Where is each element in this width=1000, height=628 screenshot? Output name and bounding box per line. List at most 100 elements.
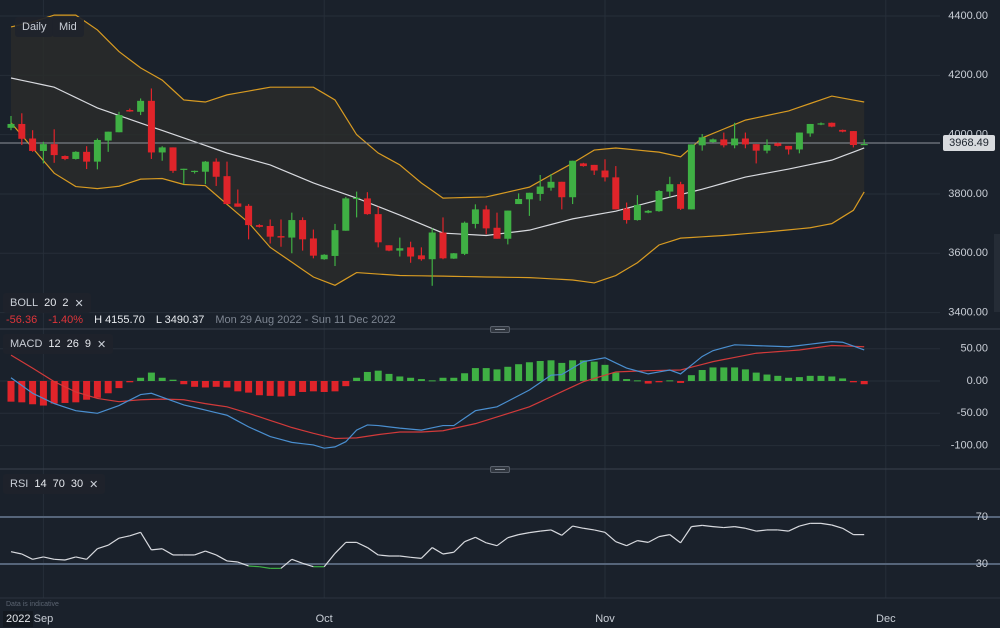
rsi-line-segment <box>226 560 238 563</box>
price-tick-label: 3400.00 <box>948 307 988 319</box>
boll-legend[interactable]: BOLL 20 2 ✕ <box>3 293 91 313</box>
candle-body <box>288 220 296 238</box>
candle-body <box>7 123 15 128</box>
candle <box>407 241 415 263</box>
candle <box>785 145 793 155</box>
candle-body <box>666 184 674 192</box>
macd-histogram-bar <box>277 381 285 397</box>
macd-tick-label: 0.00 <box>967 375 988 387</box>
candle <box>504 210 512 245</box>
candle-body <box>471 209 479 224</box>
macd-legend[interactable]: MACD 12 26 9 ✕ <box>3 334 114 354</box>
rsi-line-segment <box>21 553 33 560</box>
candle-body <box>536 186 544 194</box>
rsi-line-segment <box>420 547 433 559</box>
macd-histogram-bar <box>201 381 209 388</box>
macd-histogram-bar <box>612 372 620 381</box>
candle <box>731 122 739 149</box>
rsi-line-segment <box>842 527 854 536</box>
candle <box>720 132 728 148</box>
candle-body <box>212 161 220 177</box>
candle-body <box>147 100 155 153</box>
macd-histogram-bar <box>590 361 598 381</box>
candle-body <box>677 184 685 209</box>
candle-body <box>169 147 177 171</box>
macd-histogram-bar <box>709 367 717 381</box>
candle <box>428 228 436 286</box>
candle-body <box>698 137 706 146</box>
macd-histogram-bar <box>493 369 501 381</box>
close-icon[interactable]: ✕ <box>74 297 84 310</box>
boll-name: BOLL <box>10 297 39 309</box>
candle <box>439 217 447 260</box>
candle-body <box>342 198 350 231</box>
macd-histogram-bar <box>191 381 199 387</box>
candle <box>320 254 328 260</box>
close-icon[interactable]: ✕ <box>97 338 107 351</box>
rsi-legend[interactable]: RSI 14 70 30 ✕ <box>3 474 106 494</box>
rsi-line-segment <box>107 537 120 546</box>
candle-body <box>461 222 469 254</box>
macd-histogram-bar <box>137 377 145 381</box>
candle-body <box>849 131 857 146</box>
resize-handle[interactable] <box>490 466 510 473</box>
candle-body <box>374 214 382 243</box>
candle-body <box>39 144 47 151</box>
candle-body <box>126 110 134 112</box>
macd-histogram-bar <box>741 369 749 381</box>
candle-body <box>525 192 533 200</box>
macd-histogram-bar <box>363 371 371 381</box>
candle <box>223 161 231 205</box>
macd-histogram-bar <box>720 367 728 381</box>
candle <box>234 189 242 207</box>
month-tick-label: Dec <box>876 613 896 625</box>
candle-body <box>320 254 328 260</box>
macd-histogram-bar <box>504 366 512 381</box>
candle-body <box>191 170 199 173</box>
resize-handle[interactable] <box>490 326 510 333</box>
candle <box>104 131 112 152</box>
candle-body <box>493 227 501 239</box>
price-type-selector[interactable]: Mid <box>52 17 84 37</box>
candle-body <box>299 220 307 240</box>
rsi-line-segment <box>788 525 800 532</box>
candle-body <box>201 161 209 172</box>
rsi-line-segment <box>10 551 22 555</box>
macd-tick-label: 50.00 <box>960 343 988 355</box>
macd-histogram-bar <box>785 377 793 381</box>
candle-body <box>763 145 771 151</box>
rsi-line-segment <box>75 556 87 560</box>
candle-body <box>61 155 69 159</box>
rsi-line-segment <box>745 527 757 532</box>
candle <box>7 115 15 131</box>
candle <box>309 229 317 259</box>
close-icon[interactable]: ✕ <box>89 478 99 491</box>
candle-body <box>655 190 663 212</box>
candle <box>93 138 101 170</box>
macd-histogram-bar <box>234 381 242 392</box>
rsi-name: RSI <box>10 478 29 490</box>
macd-histogram-bar <box>147 372 155 381</box>
candle-body <box>795 132 803 150</box>
candle-body <box>731 138 739 146</box>
rsi-line-segment <box>658 534 670 538</box>
candle-body <box>104 131 112 141</box>
rsi-line-segment <box>161 548 174 556</box>
interval-selector[interactable]: Daily <box>15 17 54 37</box>
macd-histogram-bar <box>417 379 425 381</box>
macd-signal: 9 <box>84 338 92 350</box>
candle <box>191 170 199 174</box>
candle <box>579 162 587 167</box>
macd-histogram-bar <box>255 381 263 396</box>
candle <box>633 195 641 221</box>
macd-histogram-bar <box>849 381 857 383</box>
price-tick-label: 3800.00 <box>948 188 988 200</box>
y-axis-labels: 4400.004200.004000.003800.003600.003400.… <box>948 10 988 570</box>
candle-body <box>158 147 166 153</box>
rsi-line-segment <box>453 541 466 553</box>
candle-body <box>450 253 458 259</box>
rsi-line-segment <box>118 535 130 539</box>
price-scrollbar[interactable] <box>994 234 1000 312</box>
candle <box>331 223 339 267</box>
